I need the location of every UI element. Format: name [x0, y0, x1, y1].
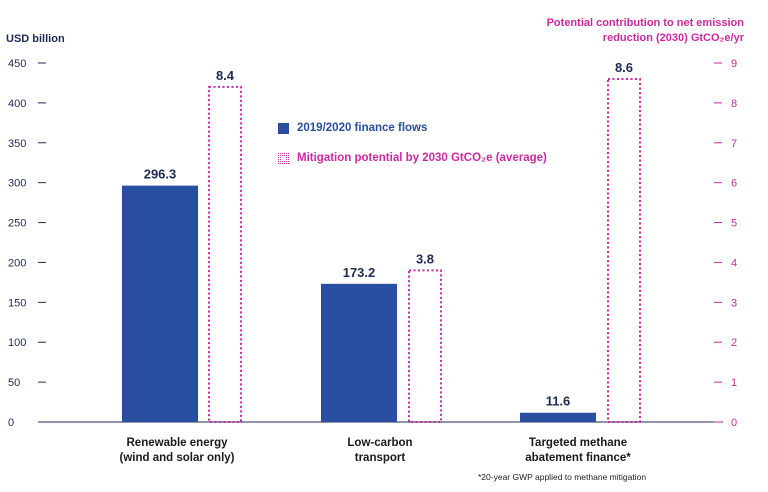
y-right-tick-label-1: 1: [731, 377, 737, 389]
legend-label-mitigation: Mitigation potential by 2030 GtCO₂e (ave…: [297, 152, 547, 164]
y-right-tick-label-0: 0: [731, 417, 737, 429]
legend-label-finance: 2019/2020 finance flows: [297, 122, 428, 134]
y-left-tick-label-3: 150: [8, 297, 26, 309]
y-right-tick-label-5: 5: [731, 218, 737, 230]
mitigation-bar-value-label-0: 8.4: [216, 68, 235, 83]
category-label-renewable-line-2: (wind and solar only): [119, 452, 235, 464]
y-left-tick-label-8: 400: [8, 98, 26, 110]
category-label-methane-line-2: abatement finance*: [525, 452, 631, 464]
mitigation-bar-1: [408, 269, 442, 423]
y-left-tick-label-1: 50: [8, 377, 20, 389]
category-label-transport-line-2: transport: [354, 452, 406, 464]
category-label-renewable-line-1: Renewable energy: [126, 437, 228, 449]
y-right-tick-label-7: 7: [731, 138, 737, 150]
y-right-tick-label-4: 4: [731, 257, 737, 269]
finance-bar-value-label-0: 296.3: [144, 167, 177, 182]
finance-bar-1: [321, 283, 397, 422]
finance-bar-value-label-1: 173.2: [343, 265, 376, 280]
finance-bar-2: [520, 412, 596, 422]
mitigation-bar-2: [607, 77, 641, 423]
right-axis-title: Potential contribution to net emission r…: [444, 16, 744, 46]
left-axis-title: USD billion: [6, 33, 65, 45]
y-right-tick-label-9: 9: [731, 58, 737, 70]
y-left-tick-label-0: 0: [8, 417, 14, 429]
legend-swatch-solid: [278, 122, 289, 134]
y-right-tick-label-8: 8: [731, 98, 737, 110]
y-left-tick-label-5: 250: [8, 218, 26, 230]
category-label-methane: Targeted methane abatement finance*: [488, 436, 668, 466]
footnote: *20-year GWP applied to methane mitigati…: [478, 472, 647, 482]
category-label-transport-line-1: Low-carbon: [347, 437, 413, 449]
y-right-tick-label-6: 6: [731, 178, 737, 190]
legend-item-mitigation: Mitigation potential by 2030 GtCO₂e (ave…: [278, 152, 547, 164]
right-axis-title-line-2: reduction (2030) GtCO₂e/yr: [602, 32, 744, 44]
mitigation-bar-value-label-2: 8.6: [615, 60, 633, 75]
category-label-renewable: Renewable energy (wind and solar only): [87, 436, 267, 466]
mitigation-bar-0: [208, 85, 242, 424]
y-right-tick-label-3: 3: [731, 297, 737, 309]
legend-swatch-dotted: [278, 152, 289, 164]
finance-bar-value-label-2: 11.6: [546, 394, 571, 409]
finance-bar-0: [122, 185, 198, 422]
legend: 2019/2020 finance flows Mitigation poten…: [278, 122, 547, 182]
y-left-tick-label-9: 450: [8, 58, 26, 70]
legend-item-finance: 2019/2020 finance flows: [278, 122, 547, 134]
y-right-tick-label-2: 2: [731, 337, 737, 349]
y-left-tick-label-6: 300: [8, 178, 26, 190]
category-label-methane-line-1: Targeted methane: [528, 437, 628, 449]
right-axis-title-line-1: Potential contribution to net emission: [546, 17, 744, 29]
mitigation-bar-value-label-1: 3.8: [416, 251, 434, 266]
y-left-tick-label-4: 200: [8, 257, 26, 269]
y-left-tick-label-7: 350: [8, 138, 26, 150]
category-label-transport: Low-carbon transport: [290, 436, 470, 466]
y-left-tick-label-2: 100: [8, 337, 26, 349]
